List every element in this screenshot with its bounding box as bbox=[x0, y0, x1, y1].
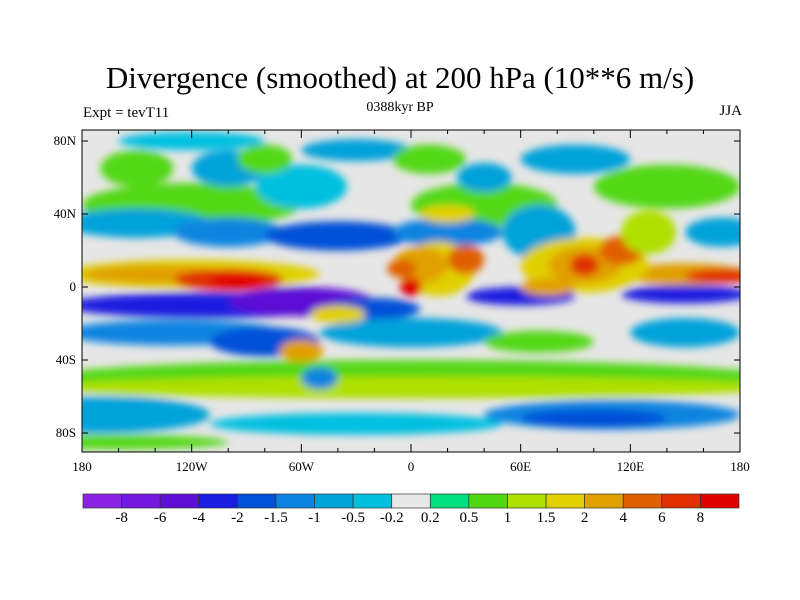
lon-tick-label: 180 bbox=[730, 459, 750, 474]
colorbar-swatch bbox=[82, 493, 122, 509]
colorbar-label: 0.5 bbox=[459, 510, 479, 526]
divergence-contour-region bbox=[621, 285, 740, 304]
colorbar-label: 4 bbox=[619, 510, 627, 526]
colorbar-swatch bbox=[352, 493, 393, 509]
colorbar-label: -4 bbox=[192, 510, 206, 526]
divergence-contour-region bbox=[520, 409, 667, 428]
colorbar-swatch bbox=[468, 493, 508, 509]
colorbar-label: 1.5 bbox=[536, 510, 556, 526]
colorbar-label: 8 bbox=[696, 510, 705, 526]
divergence-contour-region bbox=[82, 376, 740, 399]
colorbar-swatch bbox=[159, 493, 200, 509]
colorbar-swatch bbox=[622, 493, 663, 509]
lon-tick-label: 0 bbox=[407, 459, 415, 474]
divergence-contour-region bbox=[301, 139, 411, 162]
lon-tick-label: 60W bbox=[288, 459, 314, 474]
lon-tick-label: 180 bbox=[72, 459, 92, 474]
divergence-contour-region bbox=[420, 204, 475, 224]
colorbar-label: -0.2 bbox=[379, 510, 404, 526]
lon-tick-label: 120W bbox=[175, 459, 208, 474]
lat-tick-label: 80S bbox=[55, 425, 76, 440]
divergence-contour-region bbox=[392, 217, 503, 247]
plot-title: Divergence (smoothed) at 200 hPa (10**6 … bbox=[105, 60, 695, 95]
colorbar-swatch bbox=[198, 493, 238, 509]
colorbar-label: 1 bbox=[503, 510, 512, 526]
colorbar-swatch bbox=[700, 493, 740, 509]
divergence-contour-region bbox=[456, 162, 512, 193]
lat-tick-label: 0 bbox=[69, 279, 77, 294]
map-frame bbox=[81, 129, 741, 453]
divergence-field bbox=[82, 131, 740, 450]
divergence-contour-region bbox=[593, 164, 740, 209]
experiment-label: Expt = tevT11 bbox=[83, 105, 170, 121]
divergence-contour-region bbox=[630, 318, 740, 348]
colorbar-label: -0.5 bbox=[341, 510, 365, 526]
colorbar-label: -8 bbox=[115, 510, 128, 526]
colorbar bbox=[82, 493, 740, 509]
colorbar-swatch bbox=[275, 493, 315, 509]
season-label: JJA bbox=[719, 103, 742, 119]
divergence-contour-region bbox=[520, 277, 576, 297]
colorbar-swatch bbox=[121, 493, 161, 509]
colorbar-swatch bbox=[391, 493, 431, 509]
colorbar-swatch bbox=[584, 493, 624, 509]
divergence-contour-region bbox=[447, 245, 485, 275]
divergence-contour-region bbox=[685, 268, 740, 284]
lon-tick-label: 60E bbox=[510, 459, 532, 474]
divergence-contour-region bbox=[209, 412, 503, 435]
lon-tick-label: 120E bbox=[616, 459, 645, 474]
lat-tick-label: 80N bbox=[53, 133, 76, 148]
colorbar-label: 2 bbox=[580, 510, 589, 526]
divergence-contour-region bbox=[392, 144, 466, 174]
colorbar-label: -1 bbox=[308, 510, 321, 526]
period-label: 0388kyr BP bbox=[366, 100, 434, 115]
divergence-contour-region bbox=[570, 254, 600, 277]
divergence-contour-region bbox=[387, 259, 417, 278]
divergence-contour-region bbox=[209, 274, 265, 289]
divergence-contour-region bbox=[301, 367, 338, 390]
divergence-contour-region bbox=[310, 305, 366, 324]
divergence-contour-region bbox=[237, 144, 293, 174]
colorbar-swatch bbox=[507, 493, 547, 509]
colorbar-swatch bbox=[237, 493, 277, 509]
colorbar-swatch bbox=[429, 493, 470, 509]
divergence-contour-region bbox=[100, 150, 174, 187]
divergence-contour-region bbox=[400, 277, 422, 297]
divergence-contour-region bbox=[279, 339, 324, 362]
colorbar-label: -2 bbox=[231, 510, 244, 526]
divergence-contour-region bbox=[319, 318, 503, 348]
divergence-contour-region bbox=[264, 221, 411, 251]
divergence-contour-region bbox=[82, 396, 210, 433]
divergence-contour-region bbox=[520, 144, 631, 174]
divergence-contour-region bbox=[255, 164, 348, 209]
colorbar-label: 6 bbox=[658, 510, 666, 526]
lat-tick-label: 40S bbox=[55, 352, 76, 367]
colorbar-label: -1.5 bbox=[264, 510, 288, 526]
map-ticks bbox=[81, 130, 741, 452]
lat-tick-label: 40N bbox=[53, 206, 76, 221]
divergence-contour-region bbox=[118, 131, 265, 151]
colorbar-swatch bbox=[545, 493, 585, 509]
divergence-contour-region bbox=[173, 217, 284, 247]
colorbar-label: -6 bbox=[153, 510, 167, 526]
divergence-contour-region bbox=[685, 217, 740, 247]
colorbar-swatch bbox=[314, 493, 354, 509]
divergence-contour-region bbox=[621, 210, 677, 255]
colorbar-label: 0.2 bbox=[420, 510, 440, 526]
colorbar-swatch bbox=[661, 493, 701, 509]
divergence-contour-region bbox=[484, 330, 594, 353]
